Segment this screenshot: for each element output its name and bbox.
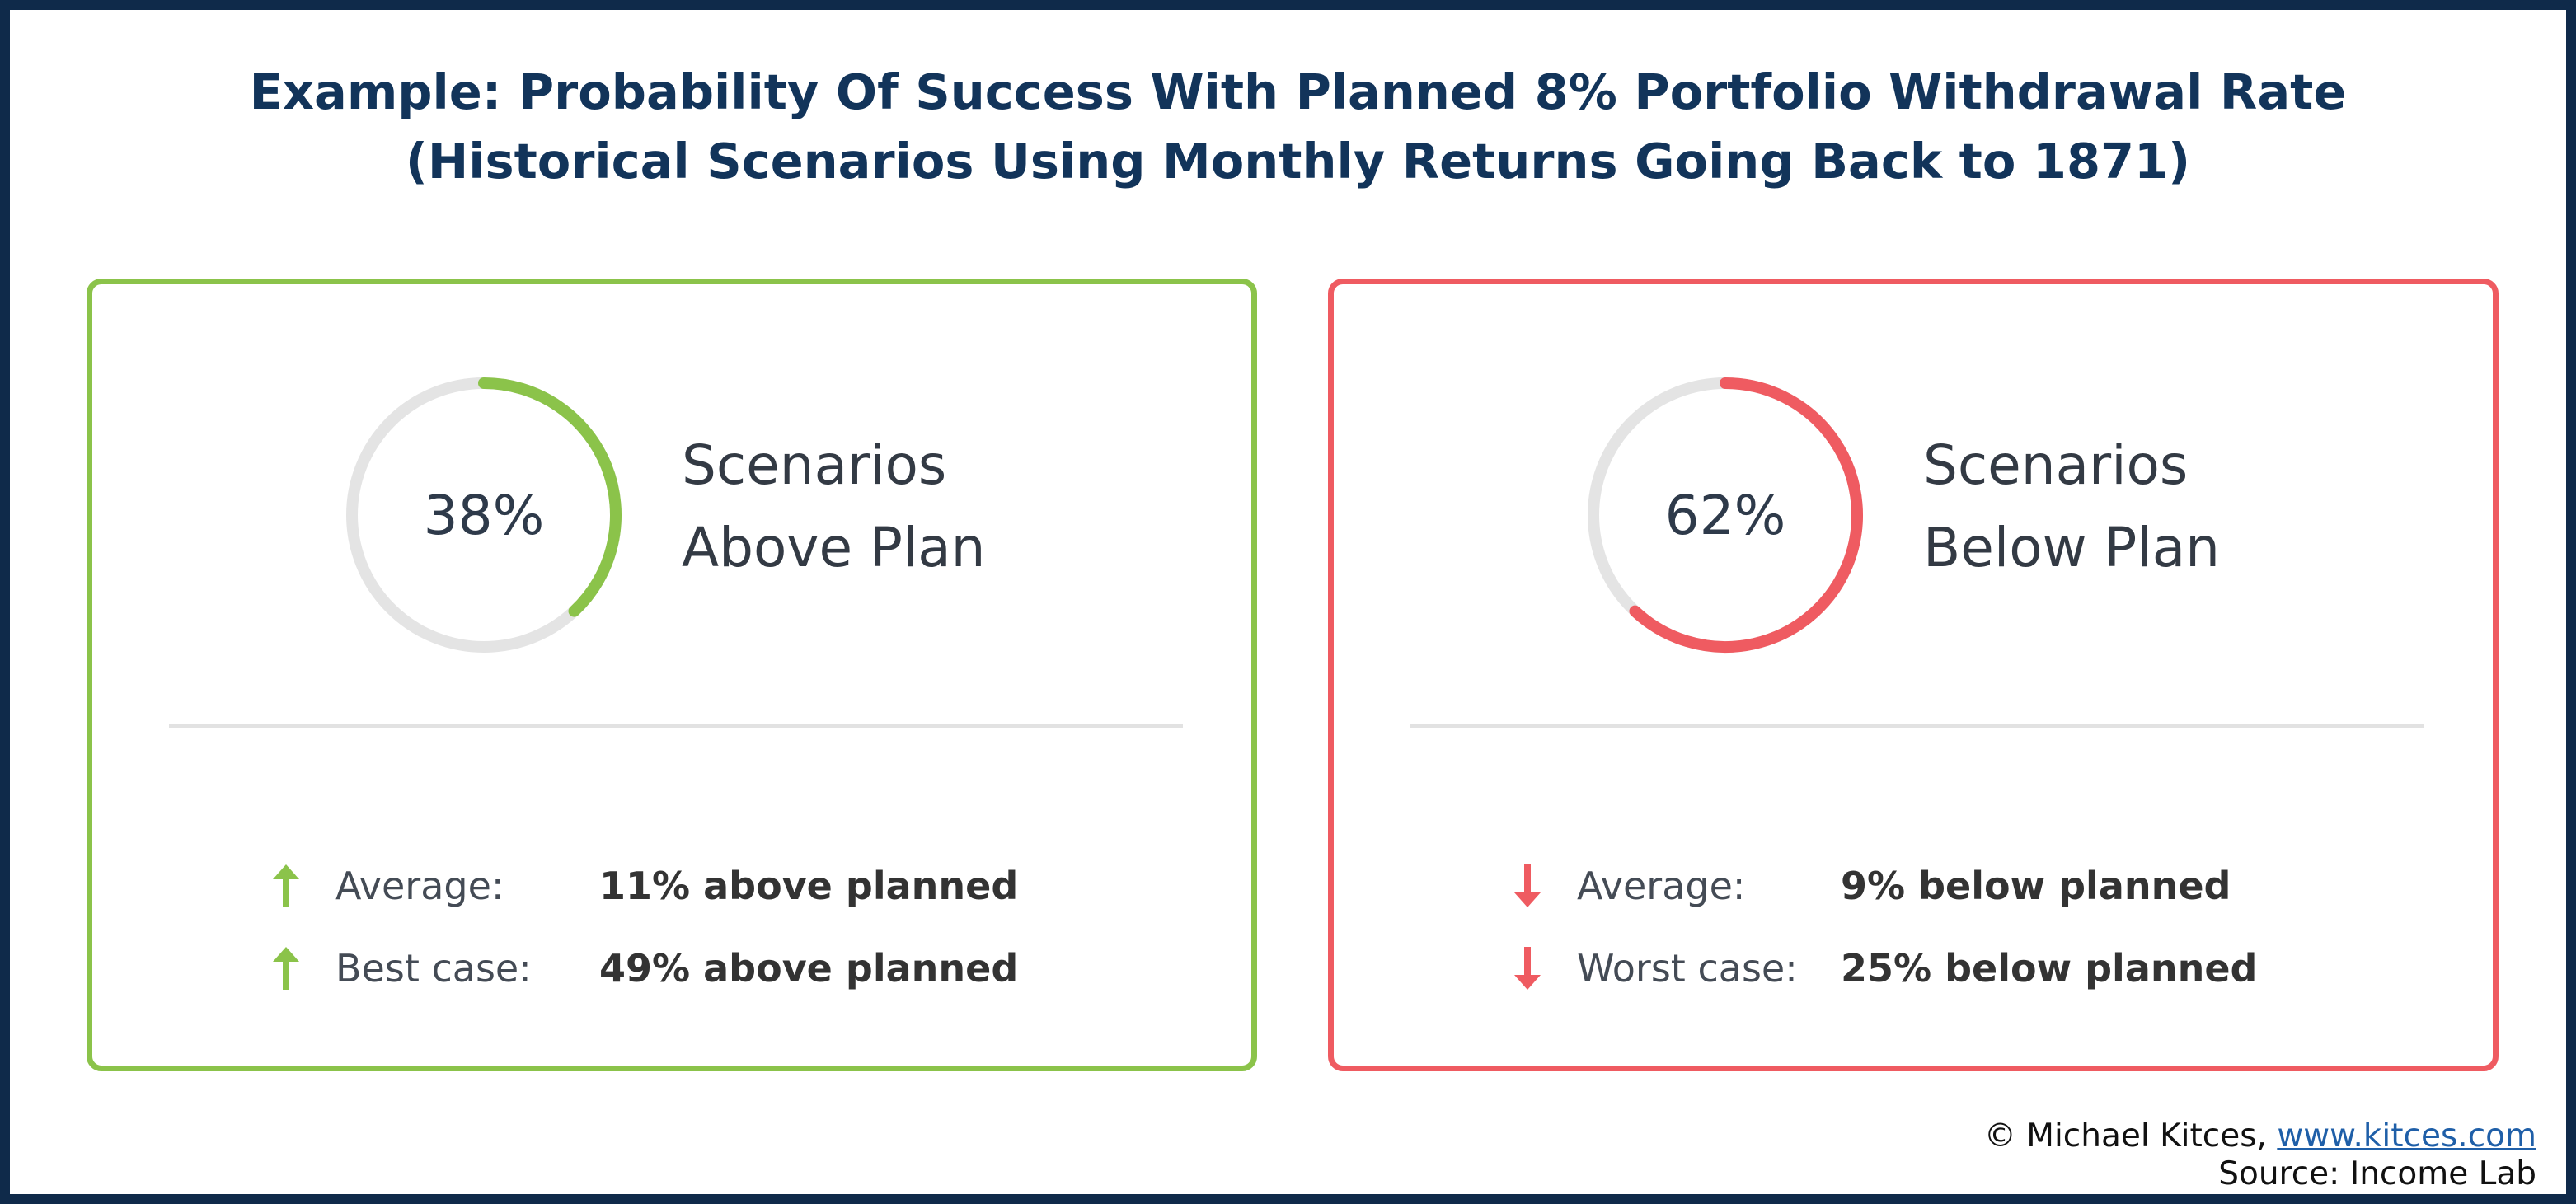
- above-plan-average-value: 11% above planned: [599, 864, 1019, 908]
- above-plan-best-case-value: 49% above planned: [599, 946, 1019, 991]
- below-plan-worst-case-value: 25% below planned: [1841, 946, 2258, 991]
- below-plan-worst-case-row: Worst case: 25% below planned: [1511, 944, 2257, 993]
- below-plan-percent: 62%: [1664, 483, 1786, 547]
- above-plan-average-row: Average: 11% above planned: [270, 861, 1018, 911]
- below-plan-divider: [1410, 724, 2424, 728]
- credit: © Michael Kitces, www.kitces.com Source:…: [1984, 1117, 2536, 1193]
- above-plan-divider: [169, 724, 1183, 728]
- below-plan-worst-case-label: Worst case:: [1577, 946, 1798, 991]
- arrow-up-icon: [270, 861, 303, 911]
- chart-title: Example: Probability Of Success With Pla…: [10, 58, 2576, 196]
- below-plan-card: 62% Scenarios Below Plan Average: 9% bel…: [1328, 279, 2499, 1071]
- above-plan-best-case-label: Best case:: [335, 946, 532, 991]
- kitces-link[interactable]: www.kitces.com: [2277, 1117, 2536, 1155]
- above-plan-best-case-row: Best case: 49% above planned: [270, 944, 1018, 993]
- above-plan-label-line-1: Scenarios: [682, 433, 947, 497]
- above-plan-percent: 38%: [423, 483, 545, 547]
- below-plan-average-row: Average: 9% below planned: [1511, 861, 2231, 911]
- below-plan-average-label: Average:: [1577, 864, 1746, 908]
- below-plan-average-value: 9% below planned: [1841, 864, 2231, 908]
- below-plan-donut: 62%: [1585, 375, 1865, 655]
- chart-title-line-2: (Historical Scenarios Using Monthly Retu…: [405, 133, 2191, 190]
- chart-title-line-1: Example: Probability Of Success With Pla…: [249, 63, 2347, 120]
- below-plan-label: Scenarios Below Plan: [1923, 424, 2220, 589]
- arrow-down-icon: [1511, 861, 1544, 911]
- arrow-down-icon: [1511, 944, 1544, 993]
- below-plan-donut-arc: [1629, 377, 1863, 653]
- credit-line: © Michael Kitces, www.kitces.com: [1984, 1117, 2536, 1155]
- above-plan-donut-svg: [346, 377, 622, 653]
- credit-prefix: © Michael Kitces,: [1983, 1117, 2278, 1155]
- above-plan-donut-arc: [478, 377, 622, 617]
- arrow-up-icon: [270, 944, 303, 993]
- above-plan-label: Scenarios Above Plan: [682, 424, 985, 589]
- above-plan-average-label: Average:: [335, 864, 504, 908]
- below-plan-label-line-1: Scenarios: [1923, 433, 2189, 497]
- source-line: Source: Income Lab: [2218, 1155, 2536, 1192]
- below-plan-label-line-2: Below Plan: [1923, 516, 2220, 579]
- below-plan-donut-svg: [1588, 377, 1863, 653]
- above-plan-label-line-2: Above Plan: [682, 516, 986, 579]
- above-plan-donut: 38%: [344, 375, 624, 655]
- above-plan-card: 38% Scenarios Above Plan Average: 11% ab…: [87, 279, 1257, 1071]
